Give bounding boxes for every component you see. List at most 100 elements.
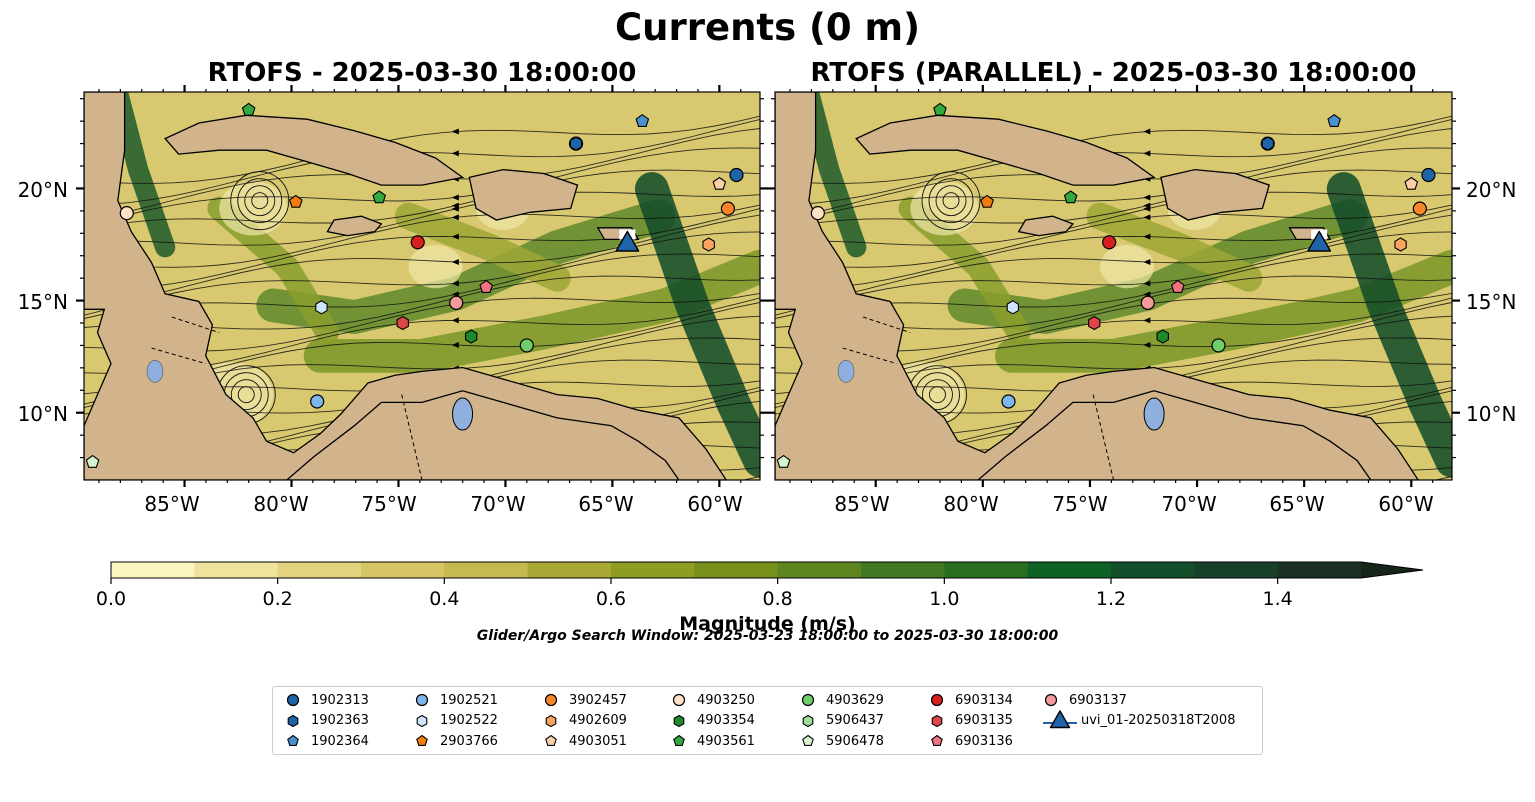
float-marker-3902457 bbox=[720, 201, 736, 216]
colorbar-segment bbox=[944, 562, 1029, 578]
legend-triangle-icon bbox=[1049, 709, 1071, 728]
legend-marker-icon bbox=[286, 693, 300, 707]
legend-label: 4903561 bbox=[697, 733, 755, 749]
legend: 1902313 1902363 1902364 1902521 1902522 29037… bbox=[272, 686, 1263, 755]
landmass-hispaniola bbox=[468, 168, 579, 221]
current-band bbox=[1326, 172, 1452, 478]
float-marker-6903134 bbox=[1102, 235, 1117, 250]
float-marker-4903629 bbox=[519, 338, 534, 353]
legend-label: 4903354 bbox=[697, 713, 755, 728]
lat-label-15n: 15°N bbox=[1466, 290, 1517, 314]
colorbar-segment bbox=[444, 562, 529, 578]
legend-pentagon-icon bbox=[802, 734, 814, 746]
legend-label: 2903766 bbox=[440, 733, 498, 749]
current-band bbox=[1086, 202, 1263, 292]
legend-label: 1902363 bbox=[311, 713, 369, 728]
legend-marker-icon bbox=[416, 714, 428, 727]
float-marker-1902363 bbox=[1261, 136, 1274, 151]
lon-label-60w: 60°W bbox=[687, 492, 743, 516]
float-marker-4903561 bbox=[372, 190, 387, 204]
legend-marker-icon bbox=[672, 693, 686, 707]
lon-label-65w: 65°W bbox=[1269, 492, 1325, 516]
float-marker-6903136 bbox=[1170, 279, 1185, 293]
legend-marker-icon bbox=[930, 693, 944, 707]
float-marker-4903561 bbox=[933, 102, 947, 116]
legend-label: uvi_01-20250318T2008 bbox=[1081, 713, 1236, 728]
legend-label: 1902521 bbox=[440, 692, 498, 708]
lon-label-75w: 75°W bbox=[361, 492, 417, 516]
lat-label-20n: 20°N bbox=[17, 178, 68, 202]
legend-item-4903561: 4903561 bbox=[671, 731, 755, 751]
legend-label: 6903135 bbox=[955, 713, 1013, 728]
legend-marker-icon bbox=[801, 693, 815, 707]
legend-hexagon-icon bbox=[802, 714, 814, 727]
float-marker-6903137 bbox=[1140, 295, 1155, 310]
legend-item-6903136: 6903136 bbox=[929, 731, 1013, 751]
colorbar-segment bbox=[1194, 562, 1279, 578]
landmass-cuba bbox=[164, 114, 465, 186]
legend-label: 4903629 bbox=[826, 692, 884, 708]
landmass-south-america bbox=[285, 390, 680, 480]
lake-maracaibo bbox=[1143, 397, 1165, 431]
colorbar-tick-label: 0.8 bbox=[762, 588, 793, 610]
legend-hexagon-icon bbox=[545, 714, 557, 727]
float-marker-4903561 bbox=[241, 102, 256, 116]
float-marker-6903135 bbox=[396, 315, 409, 331]
colorbar-tick-label: 0.0 bbox=[95, 588, 127, 610]
legend-marker-icon bbox=[673, 734, 685, 746]
float-marker-4903051 bbox=[712, 176, 727, 190]
landmass-jamaica bbox=[1017, 215, 1075, 237]
legend-marker-icon bbox=[545, 714, 557, 727]
legend-hexagon-icon bbox=[416, 714, 428, 727]
legend-label: 6903137 bbox=[1069, 692, 1127, 708]
legend-marker-icon bbox=[802, 714, 814, 727]
legend-hexagon-icon bbox=[931, 714, 943, 727]
legend-label: 1902364 bbox=[311, 733, 369, 749]
float-marker-2903766 bbox=[980, 194, 994, 208]
legend-marker-icon bbox=[545, 734, 557, 746]
colorbar-tick-label: 1.2 bbox=[1095, 588, 1127, 610]
legend-marker-icon bbox=[544, 693, 558, 707]
float-marker-6903134 bbox=[410, 235, 425, 250]
float-marker-5906478 bbox=[776, 454, 791, 468]
legend-item-2903766: 2903766 bbox=[414, 731, 498, 751]
current-band bbox=[634, 172, 760, 478]
legend-label: 4903051 bbox=[569, 733, 627, 749]
float-marker-4902609 bbox=[702, 237, 715, 252]
legend-label: 5906437 bbox=[826, 713, 884, 728]
figure-title: Currents (0 m) bbox=[614, 6, 920, 49]
float-marker-1902521 bbox=[310, 394, 325, 409]
legend-label: 4902609 bbox=[569, 713, 627, 728]
legend-circle-icon bbox=[672, 693, 686, 707]
legend-item-4903629: 4903629 bbox=[800, 690, 884, 710]
legend-item-1902363: 1902363 bbox=[285, 711, 369, 731]
legend-marker-icon bbox=[287, 714, 299, 727]
legend-hexagon-icon bbox=[287, 714, 299, 727]
legend-item-1902521: 1902521 bbox=[414, 690, 498, 710]
legend-marker-icon bbox=[1044, 693, 1058, 707]
lake-maracaibo bbox=[452, 397, 474, 431]
panel-title-rtofs: RTOFS - 2025-03-30 18:00:00 bbox=[207, 58, 637, 88]
landmass-cuba bbox=[855, 114, 1156, 186]
lake-nicaragua bbox=[837, 360, 855, 383]
legend-item-1902522: 1902522 bbox=[414, 711, 498, 731]
float-marker-1902363 bbox=[569, 136, 583, 151]
float-marker-1902522 bbox=[315, 300, 328, 315]
colorbar-segment bbox=[111, 562, 195, 578]
current-band bbox=[394, 202, 571, 292]
legend-item-4903250: 4903250 bbox=[671, 690, 755, 710]
legend-label: 5906478 bbox=[826, 733, 884, 749]
lon-label-80w: 80°W bbox=[253, 492, 309, 516]
legend-label: 6903134 bbox=[955, 692, 1013, 708]
legend-marker-icon bbox=[287, 734, 299, 746]
legend-marker-icon bbox=[931, 714, 943, 727]
legend-pentagon-icon bbox=[545, 734, 557, 746]
float-marker-1902521 bbox=[1001, 394, 1016, 409]
legend-item-6903137: 6903137 bbox=[1043, 690, 1127, 710]
legend-item-4903354: 4903354 bbox=[671, 711, 755, 731]
legend-circle-icon bbox=[415, 693, 429, 707]
lon-label-60w: 60°W bbox=[1378, 492, 1434, 516]
legend-pentagon-icon bbox=[287, 734, 299, 746]
float-marker-1902364 bbox=[635, 114, 650, 127]
legend-pentagon-icon bbox=[673, 734, 685, 746]
